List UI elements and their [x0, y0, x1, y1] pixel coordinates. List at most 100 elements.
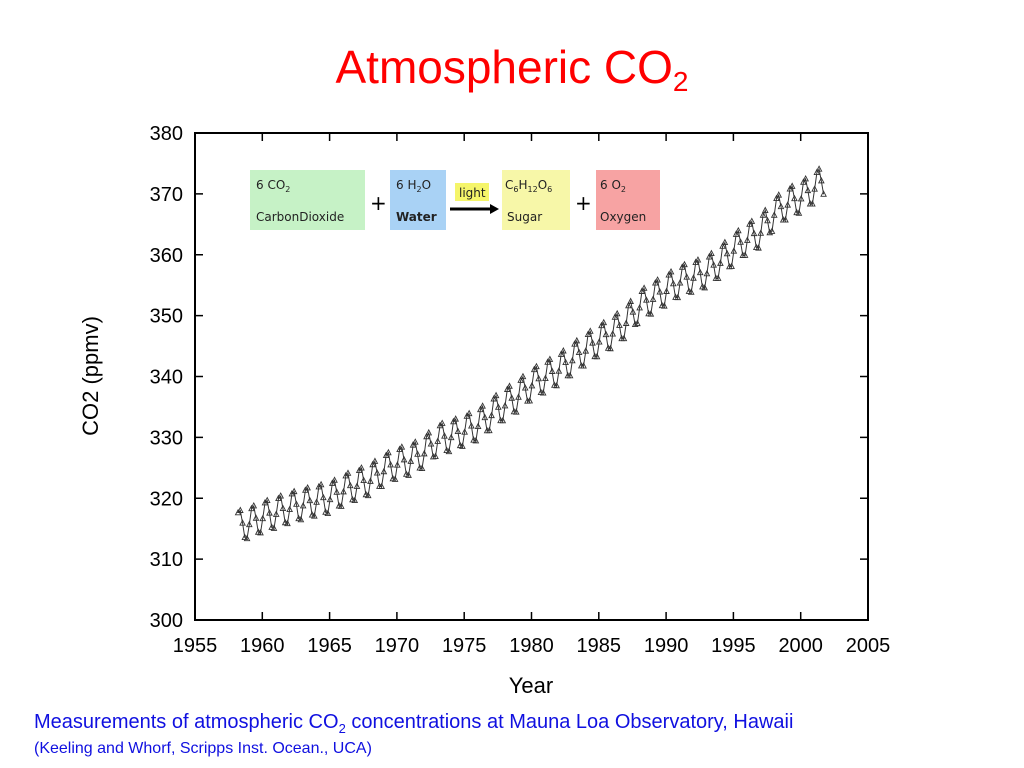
- data-point-marker: [427, 440, 435, 447]
- data-point-marker: [584, 330, 592, 338]
- data-point-marker: [611, 313, 619, 320]
- data-point-marker: [811, 185, 818, 192]
- data-point-marker: [663, 287, 670, 294]
- data-point-marker: [622, 319, 630, 326]
- data-point-marker: [555, 367, 563, 374]
- arrow-head-icon: [490, 204, 499, 214]
- data-point-marker: [795, 209, 803, 216]
- x-tick-label: 1960: [240, 635, 285, 657]
- data-point-marker: [252, 514, 260, 521]
- data-point-marker: [640, 284, 648, 291]
- y-tick-label: 370: [150, 184, 183, 206]
- data-point-marker: [519, 372, 527, 380]
- data-point-marker: [481, 413, 489, 421]
- data-point-marker: [602, 330, 610, 338]
- data-point-marker: [647, 310, 655, 317]
- data-point-marker: [660, 302, 668, 309]
- data-point-marker: [761, 206, 769, 213]
- data-point-marker: [813, 168, 821, 175]
- data-point-marker: [665, 271, 673, 278]
- caption: Measurements of atmospheric CO2 concentr…: [34, 710, 1014, 736]
- data-point-marker: [681, 260, 688, 268]
- data-point-marker: [454, 427, 462, 434]
- data-point-marker: [304, 484, 311, 491]
- y-axis-label: CO2 (ppmv): [78, 316, 103, 436]
- data-point-marker: [757, 229, 765, 236]
- data-point-marker: [820, 190, 827, 197]
- x-tick-label: 1955: [173, 635, 218, 657]
- co2-box-bg: [250, 170, 365, 230]
- data-point-marker: [743, 236, 751, 243]
- data-point-marker: [465, 409, 473, 417]
- y-tick-label: 350: [150, 306, 183, 328]
- data-point-marker: [331, 476, 338, 483]
- credit-line: (Keeling and Whorf, Scripps Inst. Ocean.…: [34, 740, 372, 757]
- x-tick-label: 1990: [644, 635, 689, 657]
- x-tick-label: 1995: [711, 635, 756, 657]
- data-point-marker: [512, 408, 520, 415]
- data-point-marker: [387, 460, 394, 468]
- data-point-marker: [748, 217, 756, 224]
- data-point-marker: [492, 391, 500, 399]
- data-point-marker: [784, 201, 792, 208]
- data-point-marker: [737, 238, 744, 245]
- light-label-bg: [455, 183, 489, 201]
- data-point-marker: [337, 502, 345, 509]
- data-point-marker: [568, 356, 576, 364]
- data-point-marker: [600, 318, 608, 326]
- data-point-marker: [791, 194, 798, 202]
- data-point-marker: [741, 251, 749, 258]
- data-point-marker: [360, 476, 368, 483]
- data-point-marker: [667, 267, 675, 275]
- y-tick-label: 300: [150, 610, 183, 632]
- data-point-marker: [266, 509, 273, 516]
- data-point-marker: [654, 276, 661, 283]
- photosynthesis-equation: 6 CO2 CarbonDioxide + 6 H2O Water light …: [250, 170, 660, 230]
- data-point-marker: [378, 482, 385, 490]
- data-point-marker: [690, 274, 697, 281]
- data-point-marker: [595, 338, 603, 345]
- data-point-marker: [703, 269, 711, 277]
- data-point-marker: [788, 182, 796, 189]
- data-point-marker: [557, 350, 565, 357]
- data-point-marker: [239, 519, 246, 526]
- data-point-marker: [286, 505, 294, 513]
- y-tick-label: 320: [150, 488, 183, 510]
- data-point-marker: [501, 401, 509, 409]
- light-arrow: light: [450, 183, 499, 214]
- data-point-marker: [721, 238, 729, 246]
- data-point-marker: [775, 191, 783, 198]
- y-tick-label: 310: [150, 549, 183, 571]
- data-point-marker: [284, 519, 291, 527]
- data-point-marker: [394, 461, 401, 468]
- data-point-marker: [385, 448, 392, 456]
- data-point-marker: [773, 194, 780, 202]
- data-point-marker: [423, 432, 430, 440]
- x-tick-label: 2000: [778, 635, 823, 657]
- y-tick-label: 380: [150, 123, 183, 145]
- data-point-marker: [705, 253, 713, 260]
- data-point-marker: [508, 394, 516, 401]
- title-main: Atmospheric CO: [335, 41, 673, 93]
- data-point-marker: [676, 279, 684, 286]
- data-point-marker: [503, 385, 511, 392]
- water-box-bg: [390, 170, 446, 230]
- data-point-marker: [488, 411, 495, 419]
- data-point-marker: [319, 493, 327, 501]
- data-point-marker: [468, 422, 475, 429]
- sugar-box-bg: [502, 170, 570, 230]
- data-point-marker: [411, 438, 419, 445]
- data-point-marker: [297, 515, 305, 523]
- sugar-name: Sugar: [507, 210, 542, 224]
- data-point-marker: [649, 295, 657, 302]
- sugar-box: C6H12O6 Sugar: [502, 170, 570, 230]
- data-point-marker: [299, 501, 307, 509]
- data-point-marker: [317, 480, 325, 488]
- data-point-marker: [710, 261, 717, 268]
- data-point-marker: [306, 496, 314, 504]
- data-point-marker: [250, 501, 258, 509]
- data-point-marker: [719, 242, 726, 249]
- data-point-marker: [717, 259, 724, 266]
- data-point-marker: [613, 309, 621, 317]
- data-point-marker: [477, 405, 484, 413]
